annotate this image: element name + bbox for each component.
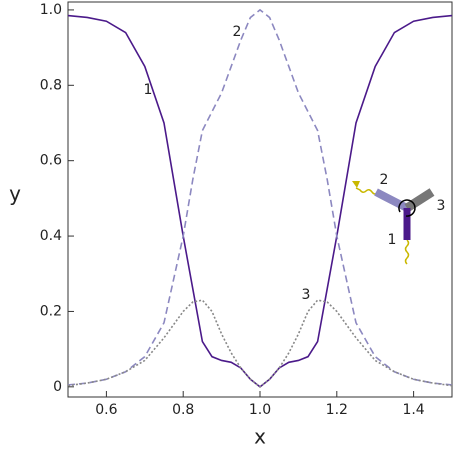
x-tick-label: 1.0 — [249, 402, 271, 418]
y-tick-label: 0.2 — [40, 303, 62, 319]
y-tick-label: 0.4 — [40, 228, 62, 244]
arm-2 — [374, 188, 409, 212]
inset-label: 2 — [380, 172, 389, 188]
curve-label: 1 — [144, 82, 153, 98]
arrow-head — [352, 181, 360, 188]
arm-3 — [404, 188, 435, 212]
inset-label: 1 — [388, 232, 397, 248]
x-tick-label: 0.6 — [95, 402, 117, 418]
photon-arrow — [355, 187, 379, 195]
x-tick-label: 1.4 — [402, 402, 424, 418]
rotation-arrow — [398, 199, 416, 217]
curve-label: 2 — [233, 24, 242, 40]
y-tick-label: 0.6 — [40, 153, 62, 169]
y-tick-label: 0 — [53, 379, 62, 395]
series-line — [67, 8, 453, 386]
y-tick-label: 0.8 — [40, 77, 62, 93]
curve-label: 3 — [302, 287, 311, 303]
series-line — [67, 299, 453, 388]
x-tick-label: 0.8 — [172, 402, 194, 418]
y-tick-label: 1.0 — [40, 2, 62, 18]
x-tick-label: 1.2 — [326, 402, 348, 418]
inset-diagram: 2 3 1 — [352, 172, 446, 265]
inset-label: 3 — [437, 198, 446, 214]
y-axis-label: y — [9, 182, 21, 206]
x-axis-label: x — [254, 425, 266, 449]
photon-arrow — [404, 239, 410, 265]
